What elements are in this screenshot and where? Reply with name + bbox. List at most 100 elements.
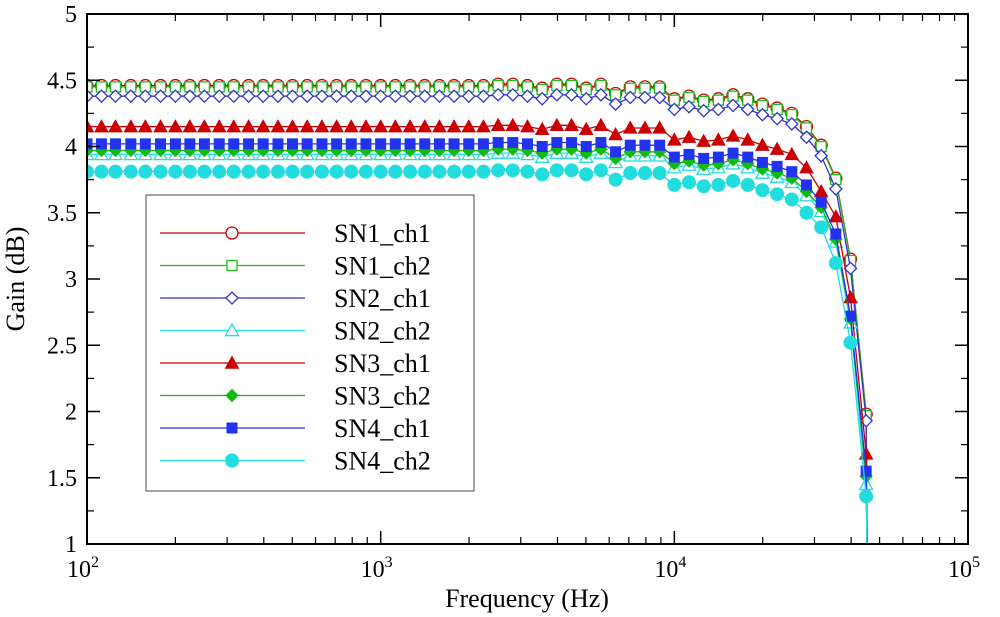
y-tick-label: 5: [65, 2, 77, 28]
data-point-sn4-ch2: [814, 220, 829, 235]
data-point-sn3-ch1: [226, 119, 242, 133]
data-point-sn2-ch1: [182, 89, 197, 104]
data-point-sn4-ch2: [168, 164, 183, 179]
x-tick-label: 102: [67, 554, 99, 583]
data-point-sn4-ch2: [87, 164, 94, 179]
data-point-sn4-ch1: [155, 138, 167, 150]
data-point-sn3-ch1: [578, 121, 594, 135]
data-point-sn3-ch1: [94, 119, 109, 133]
data-point-sn4-ch1: [331, 138, 343, 150]
legend-item-sn4-ch2: SN4_ch2: [160, 447, 431, 476]
data-point-sn4-ch2: [491, 163, 506, 178]
data-point-sn4-ch2: [270, 164, 285, 179]
data-point-sn4-ch1: [243, 138, 255, 150]
data-point-sn4-ch2: [711, 177, 726, 192]
data-point-sn4-ch1: [433, 138, 445, 150]
data-point-sn4-ch1: [845, 310, 857, 322]
data-point-sn4-ch2: [314, 164, 329, 179]
data-point-sn4-ch1: [95, 138, 107, 150]
data-point-sn4-ch1: [815, 196, 827, 208]
data-point-sn1-ch2: [87, 81, 93, 93]
data-point-sn4-ch1: [639, 139, 651, 151]
data-point-sn3-ch1: [108, 119, 123, 133]
data-point-sn4-ch2: [726, 173, 741, 188]
data-point-sn4-ch2: [182, 164, 197, 179]
data-point-sn2-ch1: [638, 90, 652, 105]
data-point-sn4-ch2: [108, 164, 123, 179]
data-point-sn4-ch1: [257, 138, 269, 150]
data-point-sn2-ch1: [535, 91, 550, 106]
data-point-sn3-ch1: [153, 119, 168, 133]
x-axis-title: Frequency (Hz): [445, 584, 609, 613]
data-point-sn3-ch1: [549, 117, 565, 131]
legend-label: SN1_ch2: [334, 252, 431, 281]
data-point-sn4-ch2: [843, 335, 858, 350]
data-point-sn2-ch1: [799, 130, 814, 145]
data-point-sn4-ch2: [329, 164, 344, 179]
data-point-sn3-ch1: [197, 119, 212, 133]
legend-item-sn3-ch2: SN3_ch2: [160, 382, 431, 411]
data-point-sn3-ch1: [417, 119, 433, 133]
data-point-sn4-ch2: [667, 177, 682, 192]
data-point-sn2-ch1: [87, 89, 94, 104]
data-point-sn4-ch2: [94, 164, 109, 179]
legend-label: SN3_ch2: [334, 382, 431, 411]
data-point-sn4-ch2: [637, 166, 652, 180]
data-point-sn4-ch2: [828, 256, 843, 271]
plot-frame: [86, 13, 969, 545]
data-point-sn4-ch2: [432, 164, 447, 179]
data-point-sn4-ch1: [830, 228, 842, 240]
data-point-sn3-ch1: [681, 129, 697, 143]
data-point-sn2-ch1: [579, 91, 594, 106]
data-point-sn2-ch1: [417, 89, 432, 104]
legend-item-sn2-ch1: SN2_ch1: [160, 284, 431, 313]
data-point-sn4-ch2: [799, 205, 814, 220]
data-point-sn4-ch1: [624, 139, 636, 151]
data-point-sn3-ch1: [696, 133, 712, 147]
legend-marker: [225, 291, 239, 305]
data-point-sn4-ch2: [388, 164, 403, 179]
y-tick-label: 1.5: [47, 466, 77, 492]
data-point-sn2-ch1: [271, 89, 285, 104]
data-point-sn3-ch1: [211, 119, 227, 133]
data-point-sn2-ch1: [300, 89, 315, 104]
data-point-sn4-ch1: [419, 138, 431, 150]
data-point-sn3-ch1: [182, 119, 198, 133]
data-point-sn3-ch1: [858, 446, 874, 460]
legend-label: SN3_ch1: [334, 349, 431, 378]
legend-label: SN2_ch2: [334, 317, 431, 346]
legend-marker: [224, 355, 240, 369]
data-point-sn4-ch1: [566, 137, 578, 149]
data-point-sn2-ch1: [226, 89, 241, 104]
data-point-sn3-ch1: [725, 128, 741, 142]
data-point-sn4-ch2: [652, 166, 667, 180]
data-point-sn2-ch1: [461, 89, 476, 104]
data-point-sn4-ch1: [668, 151, 680, 163]
data-point-sn4-ch1: [507, 137, 519, 149]
data-point-sn4-ch2: [505, 163, 520, 178]
data-point-sn4-ch1: [87, 138, 93, 150]
data-point-sn4-ch1: [521, 138, 533, 150]
data-point-sn3-ch1: [564, 117, 579, 131]
data-point-sn3-ch1: [373, 119, 389, 133]
data-point-sn4-ch1: [786, 166, 798, 178]
data-point-sn2-ch1: [344, 89, 359, 104]
data-point-sn4-ch2: [358, 164, 373, 179]
data-point-sn2-ch1: [843, 261, 858, 276]
data-point-sn2-ch1: [108, 89, 123, 104]
data-point-sn4-ch2: [579, 167, 594, 182]
data-point-sn4-ch1: [463, 138, 475, 150]
data-point-sn3-ch1: [299, 119, 315, 133]
data-point-sn4-ch1: [360, 138, 372, 150]
y-tick-label: 3: [65, 267, 77, 293]
data-point-sn4-ch1: [771, 160, 783, 172]
data-point-sn4-ch1: [654, 139, 666, 151]
data-point-sn4-ch1: [125, 138, 137, 150]
data-point-sn3-ch1: [666, 132, 682, 146]
data-point-sn2-ch1: [814, 148, 829, 163]
data-point-sn3-ch1: [123, 119, 139, 133]
legend-box: [145, 194, 475, 492]
data-point-sn4-ch1: [169, 138, 181, 150]
legend-label: SN4_ch2: [334, 447, 431, 476]
data-point-sn4-ch1: [228, 138, 240, 150]
